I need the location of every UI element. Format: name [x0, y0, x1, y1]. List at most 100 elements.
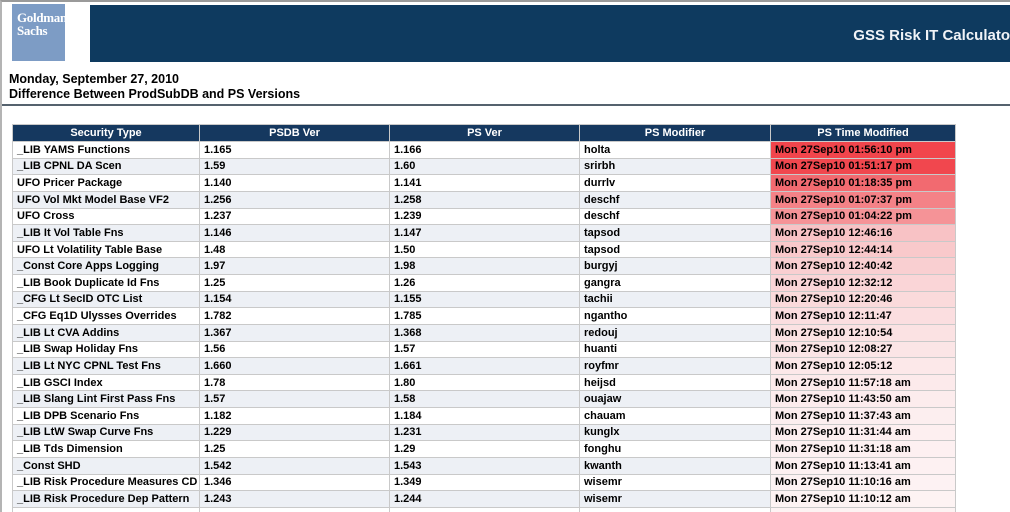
table-row: _LIB Risk Procedure Dep Pattern 1.243 1.24… [12, 490, 956, 508]
table-row: _LIB Risk Procedure Measures CD 1.346 1.34… [12, 473, 956, 492]
psdb-ver-cell: 1.165 [199, 141, 390, 159]
ps-modifier-cell: deschf [579, 207, 771, 226]
col-header-psdb-ver: PSDB Ver [199, 124, 390, 142]
table-row: _CFG Eq1D Ulysses Overrides 1.782 1.785 nga… [12, 307, 956, 325]
psdb-ver-cell: 1.256 [199, 190, 390, 209]
ps-modifier-cell: chauam [579, 407, 771, 425]
ps-ver-cell: 1.368 [389, 323, 580, 342]
psdb-ver-cell: 1.78 [199, 373, 390, 392]
ps-modifier-cell: fonghu [579, 440, 771, 458]
ps-ver-cell: 1.349 [389, 473, 580, 492]
psdb-ver-cell: 1.56 [199, 340, 390, 359]
ps-ver-cell: 1.155 [389, 290, 580, 309]
security-type-cell: _LIB YAMS Functions [12, 141, 200, 159]
psdb-ver-cell: 1.229 [199, 423, 390, 442]
ps-time-modified-cell: Mon 27Sep10 12:20:46 [770, 290, 956, 309]
report-subtitle: Difference Between ProdSubDB and PS Vers… [9, 87, 301, 101]
ps-time-modified-cell: Mon 27Sep10 11:10:16 am [770, 473, 956, 492]
table-row: _Const Core Apps Logging 1.97 1.98 burgyj Mo… [12, 257, 956, 275]
ps-modifier-cell: heijsd [579, 373, 771, 392]
psdb-ver-cell: 1.48 [199, 240, 390, 259]
table-row: _LIB GSCI Index 1.78 1.80 heijsd Mon 27Sep10… [12, 373, 956, 392]
ps-time-modified-cell: Mon 27Sep10 11:43:50 am [770, 390, 956, 408]
ps-modifier-cell: kwanth [579, 456, 771, 475]
table-row: _LIB Tds Dimension 1.25 1.29 fonghu Mon 27Se… [12, 440, 956, 458]
ps-modifier-cell: tachii [579, 290, 771, 309]
ps-time-modified-cell: Mon 27Sep10 11:13:41 am [770, 456, 956, 475]
horizontal-rule [2, 104, 1010, 106]
ps-time-modified-cell: Mon 27Sep10 12:08:27 [770, 340, 956, 359]
psdb-ver-cell: 1.59 [199, 157, 390, 176]
security-type-cell: UFO Cross [12, 207, 200, 226]
table-row: _LIB LtW Swap Curve Fns 1.229 1.231 kunglx M… [12, 423, 956, 442]
ps-time-modified-cell: Mon 27Sep10 01:04:22 pm [770, 207, 956, 226]
security-type-cell: _LIB CPNL DA Scen [12, 157, 200, 176]
ps-ver-cell: 1.244 [389, 490, 580, 508]
table-row: UFO Cross 1.237 1.239 deschf Mon 27Sep10 01:… [12, 207, 956, 226]
security-type-cell: UFO Lt Volatility Table Base [12, 240, 200, 259]
table-header-row: Security Type PSDB Ver PS Ver PS Modifie… [12, 124, 956, 142]
security-type-cell: _LIB Lt CVA Addins [12, 323, 200, 342]
ps-time-modified-cell: Mon 27Sep10 12:40:42 [770, 257, 956, 275]
ps-modifier-cell: tapsod [579, 224, 771, 242]
psdb-ver-cell: 1.243 [199, 490, 390, 508]
table-row: _LIB Lt NYC CPNL Test Fns 1.660 1.661 royfm… [12, 357, 956, 375]
report-date: Monday, September 27, 2010 [9, 72, 179, 86]
table-row: _LIB Slang Lint First Pass Fns 1.57 1.58 ou… [12, 390, 956, 408]
ps-ver-cell: 1.543 [389, 456, 580, 475]
ps-ver-cell: 1.147 [389, 224, 580, 242]
ps-time-modified-cell: Mon 27Sep10 11:31:18 am [770, 440, 956, 458]
ps-time-modified-cell: Mon 27Sep10 12:44:14 [770, 240, 956, 259]
ps-modifier-cell: huanti [579, 340, 771, 359]
app-banner: GSS Risk IT Calculato [90, 5, 1010, 62]
security-type-cell: _Const SHD [12, 456, 200, 475]
ps-time-modified-cell: Mon 27Sep10 12:11:47 [770, 307, 956, 325]
col-header-ps-modifier: PS Modifier [579, 124, 771, 142]
psdb-ver-cell: 1.97 [199, 257, 390, 275]
ps-time-modified-cell: Mon 27Sep10 11:31:44 am [770, 423, 956, 442]
ps-ver-cell: 1.60 [389, 157, 580, 176]
table-row: _LIB Swap Holiday Fns 1.56 1.57 huanti Mon 2… [12, 340, 956, 359]
col-header-security-type: Security Type [12, 124, 200, 142]
col-header-ps-ver: PS Ver [389, 124, 580, 142]
ps-ver-cell: 1.239 [389, 207, 580, 226]
ps-time-modified-cell: Mon 27Sep10 11:57:18 am [770, 373, 956, 392]
ps-modifier-cell: kunglx [579, 423, 771, 442]
security-type-cell: _LIB LtW Swap Curve Fns [12, 423, 200, 442]
ps-modifier-cell: deschf [579, 190, 771, 209]
table-row: _LIB DPB Scenario Fns 1.182 1.184 chauam Mon… [12, 407, 956, 425]
security-type-cell: _LIB It Vol Table Fns [12, 224, 200, 242]
security-type-cell: _LIB Lt NYC CPNL Test Fns [12, 357, 200, 375]
security-type-cell: _LIB Risk Procedure Measures CD [12, 473, 200, 492]
psdb-ver-cell: 1.182 [199, 407, 390, 425]
ps-ver-cell: 1.141 [389, 174, 580, 192]
ps-modifier-cell: wisemr [579, 473, 771, 492]
ps-ver-cell: 1.29 [389, 440, 580, 458]
ps-modifier-cell: ngantho [579, 307, 771, 325]
table-row: UFO Vol Mkt Model Base VF2 1.256 1.258 desc… [12, 190, 956, 209]
ps-ver-cell: 1.184 [389, 407, 580, 425]
ps-ver-cell: 1.58 [389, 390, 580, 408]
ps-modifier-cell: burgyj [579, 257, 771, 275]
ps-time-modified-cell: Mon 27Sep10 12:05:12 [770, 357, 956, 375]
security-type-cell: _LIB DPB Scenario Fns [12, 407, 200, 425]
security-type-cell: _Const Core Apps Logging [12, 257, 200, 275]
psdb-ver-cell: 1.237 [199, 207, 390, 226]
ps-modifier-cell: royfmr [579, 357, 771, 375]
psdb-ver-cell: 1.542 [199, 456, 390, 475]
table-row-partial [12, 506, 956, 512]
ps-modifier-cell [579, 506, 771, 512]
ps-modifier-cell: srirbh [579, 157, 771, 176]
table-row: _CFG Lt SecID OTC List 1.154 1.155 tachii Mo… [12, 290, 956, 309]
logo-line2: Sachs [17, 23, 48, 38]
ps-modifier-cell: durrlv [579, 174, 771, 192]
app-title: GSS Risk IT Calculato [853, 27, 1010, 44]
table-row: _LIB YAMS Functions 1.165 1.166 holta Mon 27… [12, 141, 956, 159]
ps-ver-cell: 1.57 [389, 340, 580, 359]
logo-line1: Goldman [17, 10, 67, 25]
table-row: _LIB Lt CVA Addins 1.367 1.368 redouj Mon 27… [12, 323, 956, 342]
ps-time-modified-cell: Mon 27Sep10 11:10:12 am [770, 490, 956, 508]
security-type-cell: _CFG Lt SecID OTC List [12, 290, 200, 309]
col-header-ps-time-modified: PS Time Modified [770, 124, 956, 142]
ps-ver-cell: 1.785 [389, 307, 580, 325]
